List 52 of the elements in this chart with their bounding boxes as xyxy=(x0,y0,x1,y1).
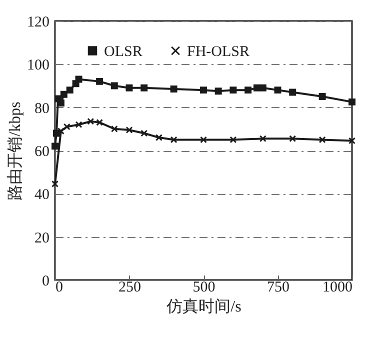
point xyxy=(126,126,133,134)
point xyxy=(110,125,118,132)
x-tick-label: 0 xyxy=(56,280,63,296)
point xyxy=(200,86,207,94)
point xyxy=(126,84,133,92)
point xyxy=(214,88,222,95)
point xyxy=(170,86,178,92)
legend-label: OLSR xyxy=(104,44,142,60)
point xyxy=(52,130,60,137)
point xyxy=(289,88,296,96)
point xyxy=(155,134,162,142)
point xyxy=(230,136,237,144)
point xyxy=(230,86,237,94)
point xyxy=(244,86,252,94)
legend-label: FH-OLSR xyxy=(187,44,250,60)
point xyxy=(140,130,148,137)
point xyxy=(57,128,64,135)
point xyxy=(259,84,266,92)
point xyxy=(96,118,104,126)
y-tick-label: 100 xyxy=(27,58,50,74)
point xyxy=(200,136,207,144)
point xyxy=(75,121,82,128)
point xyxy=(170,136,178,144)
y-tick-label: 120 xyxy=(27,14,50,30)
point xyxy=(87,118,94,125)
y-axis-title: 路由开销/kbps xyxy=(6,102,24,200)
point xyxy=(318,93,326,100)
point xyxy=(60,90,68,98)
point xyxy=(253,84,260,92)
point xyxy=(289,135,296,142)
point xyxy=(348,137,356,144)
y-tick-label: 60 xyxy=(34,144,50,160)
y-tick-label: 20 xyxy=(34,230,50,246)
point xyxy=(52,142,58,150)
y-tick-label: 80 xyxy=(34,100,50,117)
point xyxy=(96,78,104,85)
x-tick-label: 1000 xyxy=(322,280,352,296)
point xyxy=(140,84,148,92)
point xyxy=(110,82,118,90)
x-tick-label: 750 xyxy=(267,280,290,296)
point xyxy=(75,76,82,83)
x-axis-title: 仿真时间/s xyxy=(166,298,242,316)
point xyxy=(259,135,266,142)
x-tick-label: 500 xyxy=(192,280,216,296)
point xyxy=(66,86,74,94)
x-tick-label: 250 xyxy=(118,280,141,296)
point xyxy=(274,86,282,94)
y-tick-label: 40 xyxy=(34,187,50,204)
point xyxy=(63,123,70,130)
point xyxy=(318,136,326,144)
point xyxy=(52,180,58,188)
point xyxy=(348,98,356,106)
